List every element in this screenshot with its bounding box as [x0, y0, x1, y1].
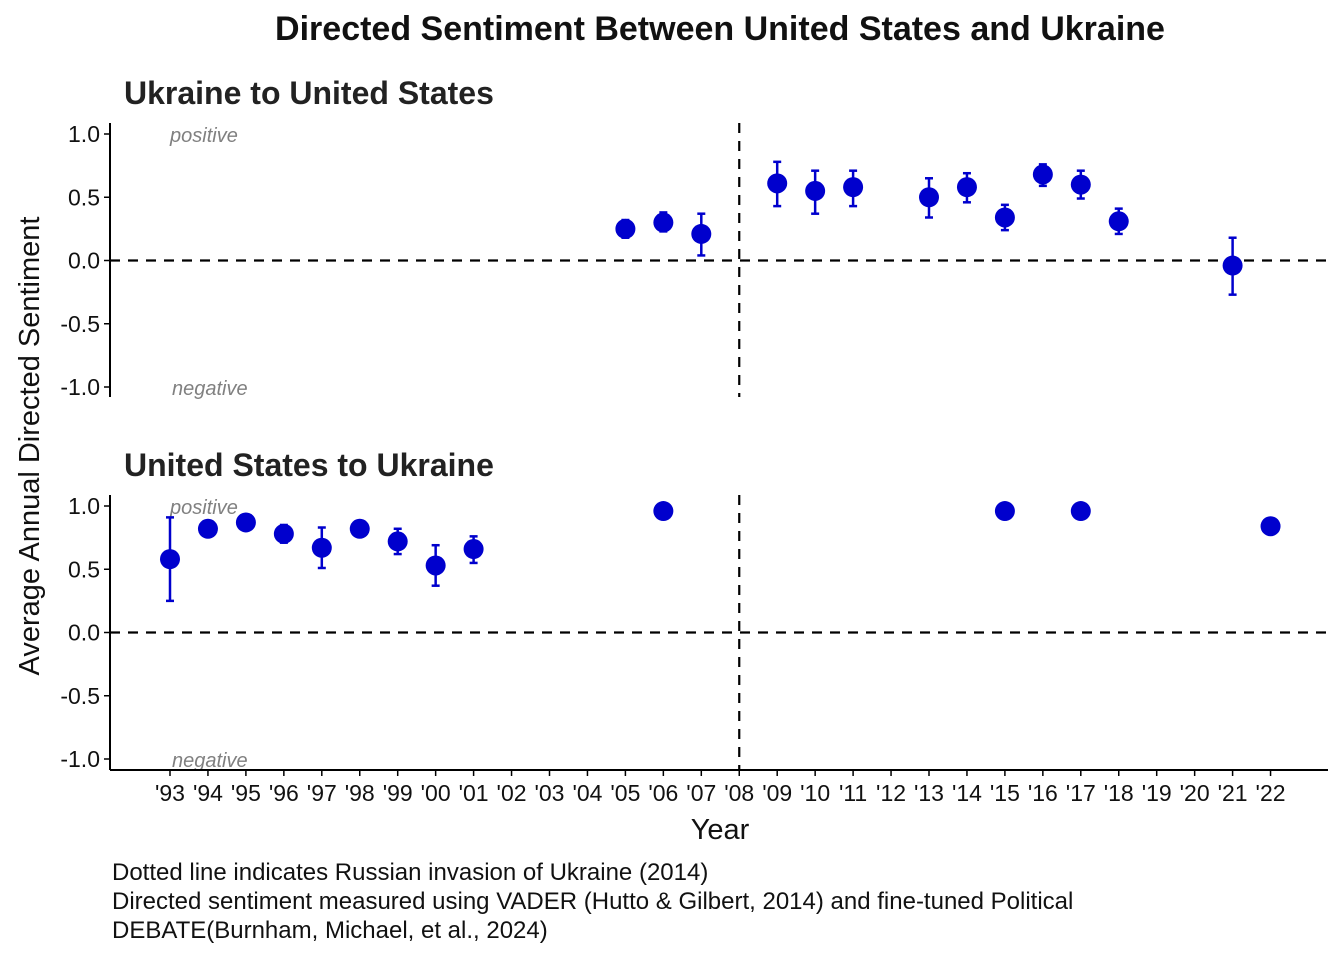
data-point	[1070, 501, 1091, 522]
y-tick-label: 1.0	[68, 121, 100, 147]
data-point	[463, 539, 484, 560]
y-tick-label: 0.0	[68, 248, 100, 274]
data-point	[1108, 211, 1129, 232]
x-tick-label: '04	[572, 780, 602, 806]
data-point	[919, 187, 939, 208]
y-axis-label: Average Annual Directed Sentiment	[14, 217, 46, 676]
data-point	[235, 512, 256, 533]
caption-line-3: DEBATE(Burnham, Michael, et al., 2024)	[112, 917, 548, 944]
annotation-positive: positive	[169, 125, 238, 147]
caption-line-2: Directed sentiment measured using VADER …	[112, 888, 1074, 915]
x-tick-label: '09	[762, 780, 792, 806]
x-tick-label: '97	[307, 780, 337, 806]
x-tick-label: '18	[1104, 780, 1134, 806]
x-tick-label: '22	[1256, 780, 1286, 806]
x-tick-label: '07	[686, 780, 716, 806]
chart-title: Directed Sentiment Between United States…	[275, 10, 1165, 48]
data-point	[1032, 164, 1053, 185]
x-tick-label: '98	[345, 780, 375, 806]
data-point	[1222, 255, 1243, 276]
caption: Dotted line indicates Russian invasion o…	[112, 858, 1073, 945]
data-point	[956, 177, 977, 198]
x-tick-label: '16	[1028, 780, 1058, 806]
data-point	[425, 555, 446, 576]
annotation-negative: negative	[172, 750, 248, 772]
data-point	[994, 501, 1015, 522]
x-tick-label: '95	[231, 780, 261, 806]
data-point	[1070, 174, 1091, 195]
x-tick-label: '94	[193, 780, 223, 806]
y-tick-label: -1.0	[60, 374, 100, 400]
data-point	[349, 518, 370, 539]
x-tick-label: '06	[648, 780, 678, 806]
data-point	[653, 212, 674, 233]
x-tick-label: '96	[269, 780, 299, 806]
x-tick-label: '19	[1142, 780, 1172, 806]
data-point	[615, 218, 636, 239]
x-tick-label: '99	[383, 780, 413, 806]
data-point	[691, 223, 712, 244]
data-point	[160, 549, 180, 570]
y-tick-label: 0.5	[68, 184, 100, 210]
x-tick-label: '02	[497, 780, 527, 806]
y-tick-label: -0.5	[60, 311, 100, 337]
x-tick-label: '14	[952, 780, 982, 806]
x-tick-label: '17	[1066, 780, 1096, 806]
panel-title: Ukraine to United States	[124, 75, 494, 111]
y-tick-label: 0.0	[68, 620, 100, 646]
data-point	[805, 180, 826, 201]
annotation-positive: positive	[169, 497, 238, 519]
data-point	[843, 177, 864, 198]
x-tick-label: '03	[535, 780, 565, 806]
data-point	[387, 531, 408, 552]
annotation-negative: negative	[172, 378, 248, 400]
x-tick-label: '15	[990, 780, 1020, 806]
x-tick-label: '08	[724, 780, 754, 806]
x-tick-label: '10	[800, 780, 830, 806]
y-tick-label: 1.0	[68, 493, 100, 519]
x-tick-label: '21	[1218, 780, 1248, 806]
y-tick-label: -1.0	[60, 746, 100, 772]
data-point	[653, 501, 674, 522]
x-tick-label: '20	[1180, 780, 1210, 806]
data-point	[311, 537, 332, 558]
data-point	[1260, 516, 1281, 537]
x-tick-label: '05	[610, 780, 640, 806]
panel-title: United States to Ukraine	[124, 447, 494, 483]
data-point	[767, 173, 788, 194]
x-axis-label: Year	[691, 814, 750, 846]
caption-line-1: Dotted line indicates Russian invasion o…	[112, 859, 709, 886]
data-point	[273, 523, 294, 544]
data-point	[994, 207, 1015, 228]
x-tick-label: '12	[876, 780, 906, 806]
y-tick-label: -0.5	[60, 683, 100, 709]
x-tick-label: '13	[914, 780, 944, 806]
y-tick-label: 0.5	[68, 556, 100, 582]
x-tick-label: '11	[839, 780, 867, 806]
x-tick-label: '00	[421, 780, 451, 806]
data-point	[197, 518, 218, 539]
x-tick-label: '01	[459, 780, 489, 806]
x-tick-label: '93	[155, 780, 185, 806]
